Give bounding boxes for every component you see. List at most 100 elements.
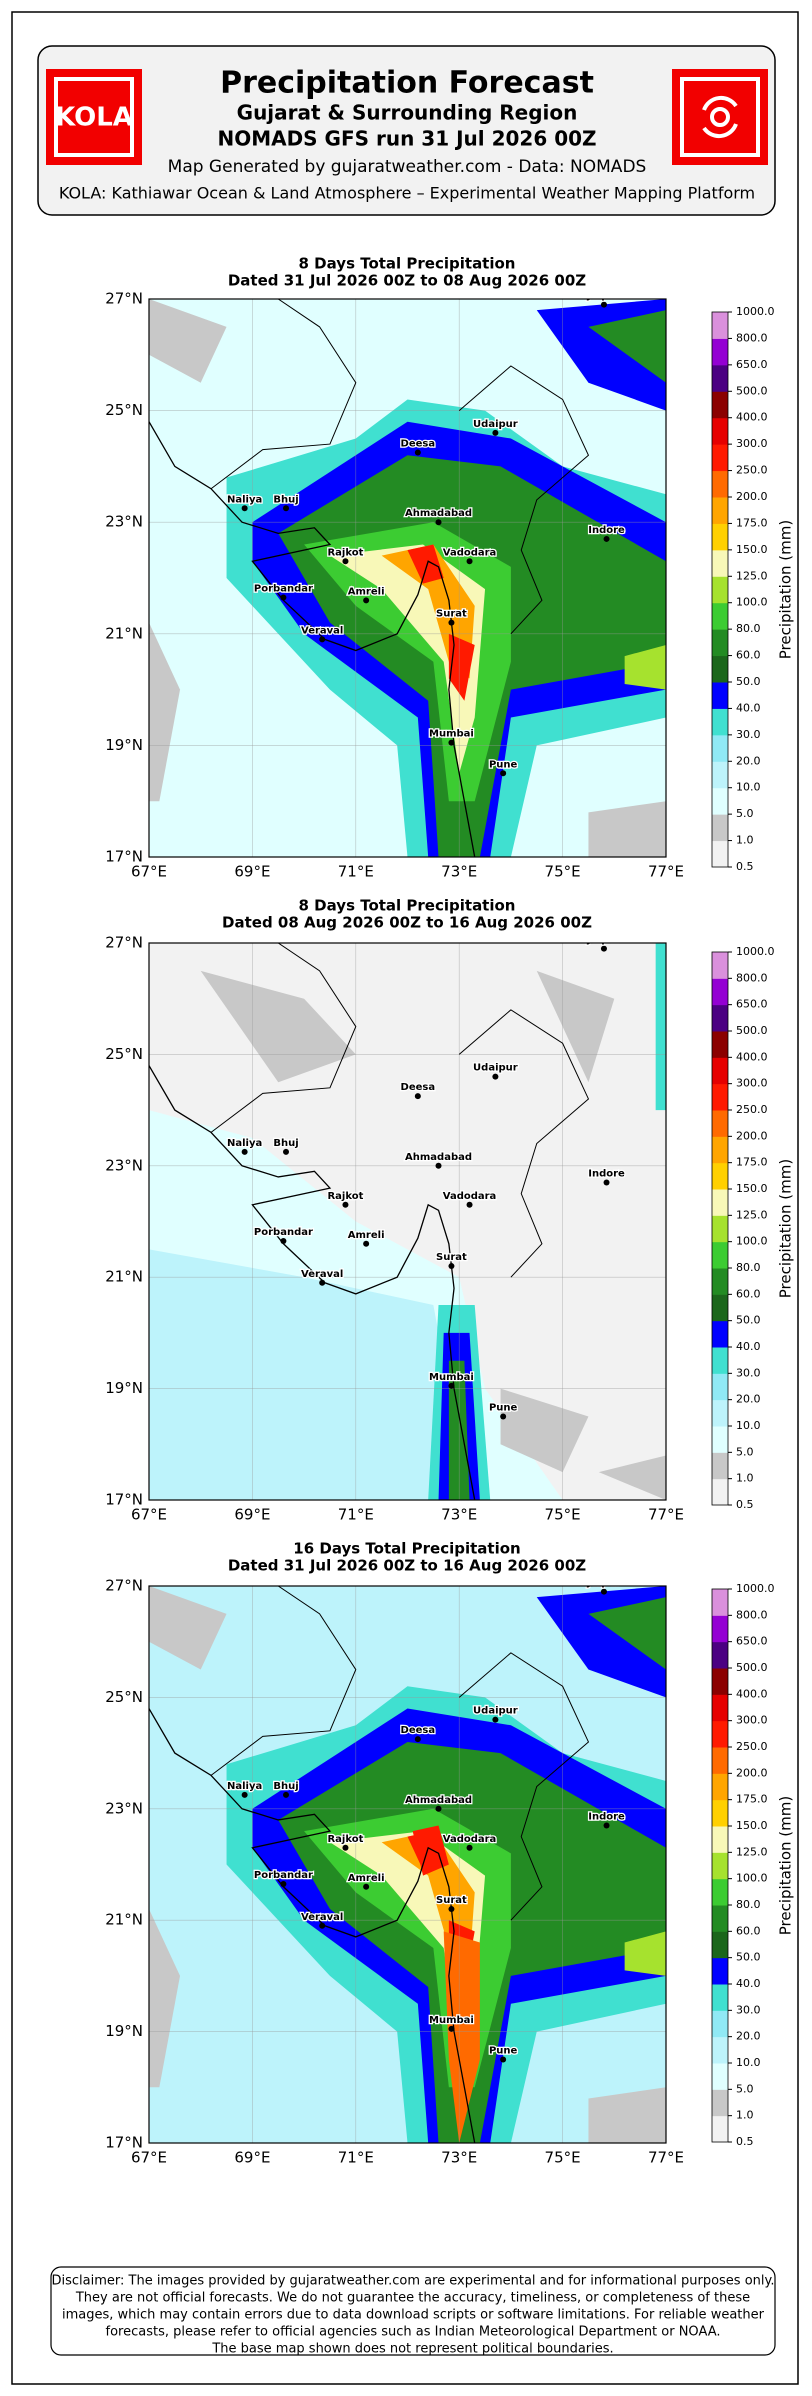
city-label: Rajkot — [327, 547, 363, 558]
colorbar-band — [712, 312, 728, 339]
city-label: Jaipur — [586, 935, 620, 946]
run-info: NOMADS GFS run 31 Jul 2026 00Z — [217, 127, 596, 151]
city-label: Veraval — [301, 625, 343, 636]
boundary — [458, 365, 590, 635]
lat-tick-label: 23°N — [105, 1799, 143, 1817]
logo-frame — [680, 77, 760, 157]
colorbar-tick-label: 40.0 — [736, 1977, 761, 1990]
city-label: Deesa — [401, 1725, 436, 1736]
precip-contour — [443, 1931, 480, 2143]
city-dot — [280, 1237, 287, 1244]
colorbar-tick-label: 650.0 — [736, 998, 768, 1011]
colorbar-band — [712, 1426, 728, 1453]
colorbar-frame — [711, 951, 729, 1506]
city-dot — [448, 1263, 455, 1270]
colorbar-tick-label: 400.0 — [736, 1687, 768, 1700]
colorbar-band — [712, 1399, 728, 1427]
colorbar-tick-label: 0.5 — [736, 1498, 754, 1511]
city-dot — [241, 1148, 248, 1155]
colorbar-band — [712, 787, 728, 815]
colorbar-tick-label: 50.0 — [736, 675, 761, 688]
city-dot — [435, 519, 442, 526]
city-label: Deesa — [401, 1082, 436, 1093]
colorbar-tick-label: 20.0 — [736, 2030, 761, 2043]
city-label: Mumbai — [429, 729, 474, 740]
lon-tick-label: 67°E — [131, 863, 167, 881]
precip-contour — [588, 2087, 666, 2143]
colorbar-tick-label: 100.0 — [736, 1235, 768, 1248]
city-dot — [241, 505, 248, 512]
city-label: Bhuj — [273, 1781, 298, 1792]
precip-contour — [149, 299, 227, 383]
precip-contour — [149, 1586, 227, 1670]
city-label: Porbandar — [254, 1227, 313, 1238]
city-label: Porbandar — [254, 584, 313, 595]
colorbar-tick-label: 5.0 — [736, 2082, 754, 2095]
colorbar-band — [712, 814, 728, 842]
lat-tick-label: 21°N — [105, 1911, 143, 1929]
city-dot — [283, 505, 290, 512]
colorbar-label: Precipitation (mm) — [777, 520, 795, 659]
colorbar-tick-label: 125.0 — [736, 1845, 768, 1858]
city-dot — [435, 1805, 442, 1812]
city-label: Mumbai — [429, 1372, 474, 1383]
city-dot — [603, 535, 610, 542]
lon-tick-label: 69°E — [234, 2149, 270, 2167]
city-dot — [492, 1716, 499, 1723]
lon-tick-label: 71°E — [338, 2149, 374, 2167]
city-dot — [466, 1844, 473, 1851]
city-dot — [280, 594, 287, 601]
map-area: Jaipur Deesa Udaipur Naliya Bhuj Ahmadabad Ind… — [149, 935, 666, 1500]
colorbar-band — [712, 602, 728, 630]
lat-tick-label: 27°N — [105, 290, 143, 308]
colorbar-band — [712, 417, 728, 445]
lon-tick-label: 67°E — [131, 1506, 167, 1524]
colorbar-tick-label: 1000.0 — [736, 305, 775, 318]
city-label: Udaipur — [473, 1063, 518, 1074]
colorbar-tick-label: 80.0 — [736, 1261, 761, 1274]
logo-left — [46, 69, 142, 165]
city-dot — [448, 1382, 455, 1389]
city-dot — [492, 1073, 499, 1080]
city-dot — [319, 636, 326, 643]
colorbar-tick-label: 400.0 — [736, 1050, 768, 1063]
boundary — [210, 943, 357, 1133]
logo-frame — [54, 77, 134, 157]
precip-contour — [588, 310, 666, 383]
city-label: Indore — [588, 1169, 625, 1180]
colorbar-band — [712, 1641, 728, 1669]
lat-tick-label: 23°N — [105, 513, 143, 531]
colorbar-tick-label: 200.0 — [736, 1129, 768, 1142]
boundary — [458, 1652, 590, 1921]
city-dot — [466, 1201, 473, 1208]
colorbar-band — [712, 1452, 728, 1480]
city-dot — [280, 1880, 287, 1887]
colorbar-tick-label: 150.0 — [736, 543, 768, 556]
colorbar-tick-label: 30.0 — [736, 728, 761, 741]
lat-tick-label: 19°N — [105, 2022, 143, 2040]
colorbar-band — [712, 2115, 728, 2143]
colorbar-band — [712, 1294, 728, 1322]
disclaimer-line: images, which may contain errors due to … — [62, 2308, 765, 2323]
colorbar-frame — [711, 311, 729, 868]
lon-tick-label: 69°E — [234, 863, 270, 881]
colorbar-band — [712, 840, 728, 868]
city-label: Rajkot — [327, 1191, 363, 1202]
city-label: Surat — [436, 1895, 467, 1906]
precip-contour — [598, 1455, 666, 1500]
city-label: Amreli — [348, 586, 385, 597]
colorbar-tick-label: 30.0 — [736, 2003, 761, 2016]
colorbar-tick-label: 1.0 — [736, 2109, 754, 2122]
colorbar-tick-label: 250.0 — [736, 1740, 768, 1753]
lon-tick-label: 73°E — [441, 1506, 477, 1524]
city-label: Jaipur — [586, 291, 620, 302]
lon-tick-label: 75°E — [545, 1506, 581, 1524]
precip-contour — [149, 1909, 181, 2088]
colorbar-tick-label: 200.0 — [736, 1766, 768, 1779]
lat-tick-label: 23°N — [105, 1156, 143, 1174]
lat-tick-label: 25°N — [105, 1045, 143, 1063]
city-dot — [500, 1413, 507, 1420]
colorbar-band — [712, 629, 728, 657]
